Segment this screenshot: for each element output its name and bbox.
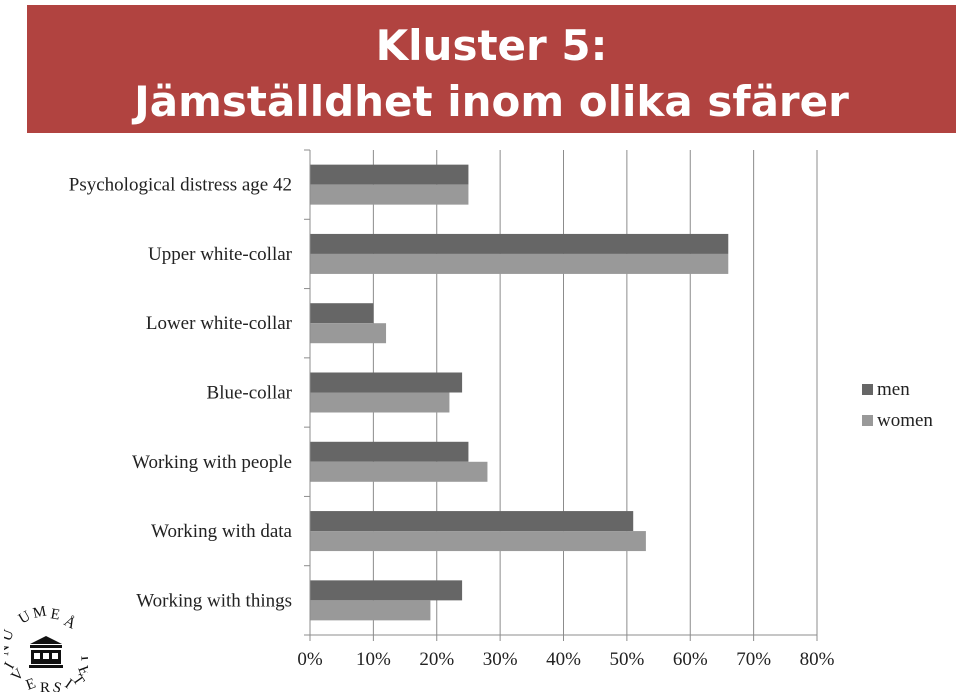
svg-text:S: S [51, 679, 63, 692]
legend-label-men: men [877, 379, 910, 400]
category-label: Psychological distress age 42 [69, 175, 292, 196]
svg-text:E: E [74, 664, 88, 678]
bar-men [310, 303, 374, 324]
svg-text:M: M [32, 606, 48, 622]
bar-men [310, 372, 463, 393]
bar-women [310, 461, 488, 482]
legend-swatch-men [862, 384, 873, 395]
x-tick-label: 40% [546, 649, 581, 670]
bar-women [310, 531, 646, 552]
bar-men [310, 511, 634, 532]
slide-title-line2: Jämställdhet inom olika sfärer [134, 77, 849, 126]
bar-women [310, 184, 469, 205]
svg-text:N: N [4, 644, 13, 656]
x-tick-label: 70% [736, 649, 771, 670]
legend-swatch-women [862, 415, 873, 426]
bar-men [310, 441, 469, 462]
svg-text:U: U [4, 628, 18, 644]
bar-men [310, 233, 729, 254]
svg-text:E: E [24, 676, 38, 692]
legend-label-women: women [877, 410, 933, 431]
bar-women [310, 323, 387, 344]
category-label: Lower white-collar [146, 313, 293, 334]
umea-university-seal-icon: U M E Å U N I V E R S I T E T [4, 606, 88, 692]
category-label: Working with data [151, 521, 293, 542]
bar-men [310, 580, 463, 601]
x-tick-label: 20% [419, 649, 454, 670]
category-label: Working with people [132, 452, 292, 473]
svg-text:U: U [16, 608, 34, 627]
x-tick-label: 80% [800, 649, 835, 670]
svg-text:Å: Å [61, 613, 78, 632]
category-label: Working with things [136, 590, 292, 611]
category-label: Blue-collar [207, 383, 293, 404]
category-label: Upper white-collar [148, 244, 293, 265]
slide-title-line1: Kluster 5: [375, 21, 608, 70]
x-tick-label: 10% [356, 649, 391, 670]
bar-women [310, 600, 431, 621]
svg-text:R: R [40, 680, 50, 692]
svg-text:T: T [77, 653, 88, 664]
bar-women [310, 392, 450, 413]
x-tick-label: 50% [609, 649, 644, 670]
bar-men [310, 164, 469, 185]
x-tick-label: 0% [297, 649, 323, 670]
title-banner: Kluster 5: Jämställdhet inom olika sfäre… [27, 5, 956, 133]
bar-women [310, 253, 729, 274]
svg-text:E: E [49, 606, 61, 623]
x-tick-label: 60% [673, 649, 708, 670]
x-tick-label: 30% [483, 649, 518, 670]
